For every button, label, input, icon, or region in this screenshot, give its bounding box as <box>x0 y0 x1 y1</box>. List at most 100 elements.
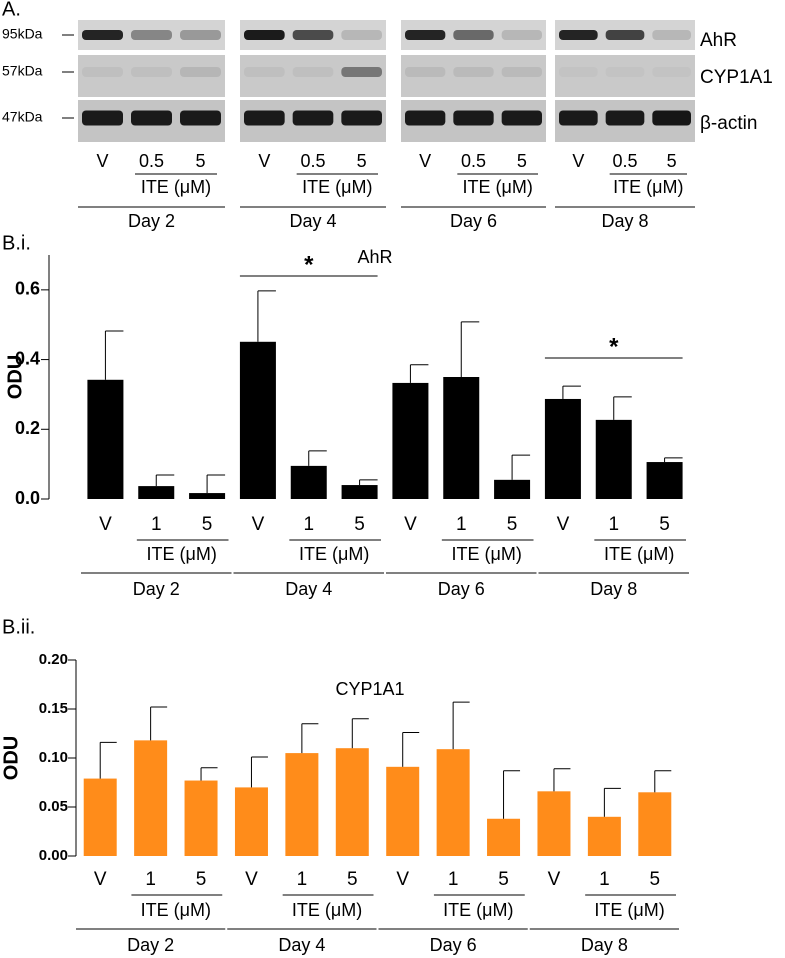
x-tick-label: V <box>557 514 570 535</box>
y-tick-label: 0.20 <box>39 651 68 668</box>
bar <box>436 749 470 856</box>
group-label: Day 4 <box>278 935 325 955</box>
bar <box>341 485 378 499</box>
treatment-label: ITE (μM) <box>299 544 369 564</box>
lane-label: V <box>572 151 584 171</box>
group-label: Day 6 <box>438 579 485 599</box>
x-tick-label: 5 <box>347 869 358 890</box>
blot-band <box>606 67 645 77</box>
bar <box>392 382 429 499</box>
x-tick-label: V <box>245 869 258 890</box>
bar <box>239 341 276 499</box>
bar <box>134 740 168 856</box>
group-label: Day 2 <box>127 935 174 955</box>
panel-label: B.ii. <box>2 616 35 638</box>
blot-band <box>292 30 334 40</box>
bar <box>335 748 369 856</box>
group-label: Day 8 <box>601 211 648 231</box>
chart-title: CYP1A1 <box>335 679 404 699</box>
x-tick-label: V <box>99 514 112 535</box>
treatment-label: ITE (μM) <box>594 900 664 920</box>
treatment-label: ITE (μM) <box>462 177 532 197</box>
blot-band <box>559 30 598 40</box>
blot-band <box>131 67 172 77</box>
treatment-label: ITE (μM) <box>141 900 211 920</box>
bar <box>184 780 218 856</box>
y-tick-label: 0.2 <box>15 418 40 438</box>
x-tick-label: 5 <box>650 869 661 890</box>
blot-band <box>82 67 123 77</box>
blot-band <box>605 110 645 126</box>
x-tick-label: 5 <box>507 514 518 535</box>
bar <box>138 486 175 499</box>
blot-band <box>501 67 542 77</box>
x-tick-label: V <box>252 514 265 535</box>
bar <box>494 479 531 499</box>
blot-band <box>605 30 645 40</box>
x-tick-label: V <box>548 869 561 890</box>
group-label: Day 8 <box>590 579 637 599</box>
treatment-label: ITE (μM) <box>302 177 372 197</box>
blot-band <box>292 110 334 126</box>
bar <box>87 379 124 499</box>
group-label: Day 4 <box>285 579 332 599</box>
y-tick-label: 0.0 <box>15 488 40 508</box>
treatment-label: ITE (μM) <box>613 177 683 197</box>
blot-band <box>244 110 285 126</box>
x-tick-label: V <box>404 514 417 535</box>
lane-label: 5 <box>667 151 677 171</box>
bar <box>587 816 621 856</box>
bar <box>487 818 521 856</box>
lane-label: V <box>96 151 108 171</box>
lane-label: 0.5 <box>461 151 486 171</box>
x-tick-label: 1 <box>599 869 610 890</box>
y-tick-label: 0.05 <box>39 798 68 815</box>
blot-band <box>292 67 334 77</box>
lane-label: 0.5 <box>300 151 325 171</box>
y-tick-label: 0.4 <box>15 348 40 368</box>
lane-label: 5 <box>357 151 367 171</box>
x-tick-label: 5 <box>354 514 365 535</box>
x-tick-label: 1 <box>303 514 314 535</box>
blot-band <box>244 67 285 77</box>
treatment-label: ITE (μM) <box>451 544 521 564</box>
blot-band <box>453 30 494 40</box>
y-tick-label: 0.00 <box>39 847 68 864</box>
lane-label: 0.5 <box>139 151 164 171</box>
blot-band <box>180 30 221 40</box>
x-tick-label: 5 <box>196 869 207 890</box>
x-tick-label: 1 <box>297 869 308 890</box>
blot-strip <box>240 55 386 97</box>
bar <box>638 792 672 856</box>
blot-band <box>652 30 691 40</box>
group-label: Day 6 <box>430 935 477 955</box>
protein-label: β-actin <box>700 113 757 134</box>
bar <box>290 465 327 499</box>
bar <box>83 778 117 856</box>
blot-band <box>501 110 542 126</box>
x-tick-label: V <box>94 869 107 890</box>
blot-strip <box>78 55 225 97</box>
group-label: Day 6 <box>450 211 497 231</box>
lane-label: V <box>258 151 270 171</box>
bar <box>189 493 226 499</box>
blot-band <box>131 110 172 126</box>
marker-label: 95kDa <box>2 26 43 42</box>
group-label: Day 2 <box>133 579 180 599</box>
bar <box>443 377 480 499</box>
marker-label: 47kDa <box>2 109 43 125</box>
blot-band <box>405 67 446 77</box>
blot-band <box>559 67 598 77</box>
panel-label: A. <box>2 0 21 20</box>
treatment-label: ITE (μM) <box>443 900 513 920</box>
x-tick-label: 1 <box>608 514 619 535</box>
lane-label: 5 <box>517 151 527 171</box>
panel-label: B.i. <box>2 232 31 254</box>
significance-mark: * <box>609 333 619 360</box>
treatment-label: ITE (μM) <box>292 900 362 920</box>
bar <box>234 787 268 856</box>
lane-label: 5 <box>195 151 205 171</box>
x-tick-label: 1 <box>145 869 156 890</box>
y-tick-label: 0.10 <box>39 749 68 766</box>
blot-band <box>82 30 123 40</box>
